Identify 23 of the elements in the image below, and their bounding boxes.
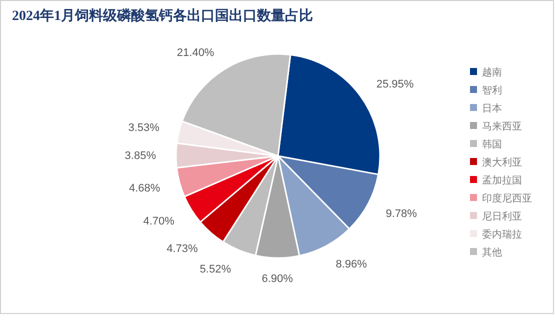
legend-label: 尼日利亚 <box>482 210 522 222</box>
data-label: 9.78% <box>386 208 418 220</box>
data-label: 4.73% <box>166 242 198 255</box>
data-label: 4.68% <box>128 182 160 194</box>
legend-label: 韩国 <box>482 138 502 150</box>
data-label: 25.95% <box>376 78 414 91</box>
data-label: 4.70% <box>143 215 175 228</box>
legend-label: 其他 <box>482 246 502 258</box>
legend-label: 越南 <box>482 66 502 78</box>
chart-title: 2024年1月饲料级磷酸氢钙各出口国出口数量占比 <box>12 8 313 24</box>
data-label: 6.90% <box>262 272 294 285</box>
data-label: 8.96% <box>336 258 368 270</box>
legend-label: 日本 <box>482 102 502 114</box>
data-label: 3.85% <box>124 150 156 162</box>
legend-label: 澳大利亚 <box>482 156 522 168</box>
data-label: 21.40% <box>176 46 214 59</box>
data-label: 5.52% <box>200 263 232 276</box>
legend-label: 智利 <box>482 84 502 96</box>
legend-label: 马来西亚 <box>482 120 522 132</box>
legend-label: 孟加拉国 <box>482 174 522 186</box>
data-label: 3.53% <box>128 122 160 134</box>
legend-label: 委内瑞拉 <box>482 228 522 240</box>
legend-label: 印度尼西亚 <box>482 192 532 204</box>
